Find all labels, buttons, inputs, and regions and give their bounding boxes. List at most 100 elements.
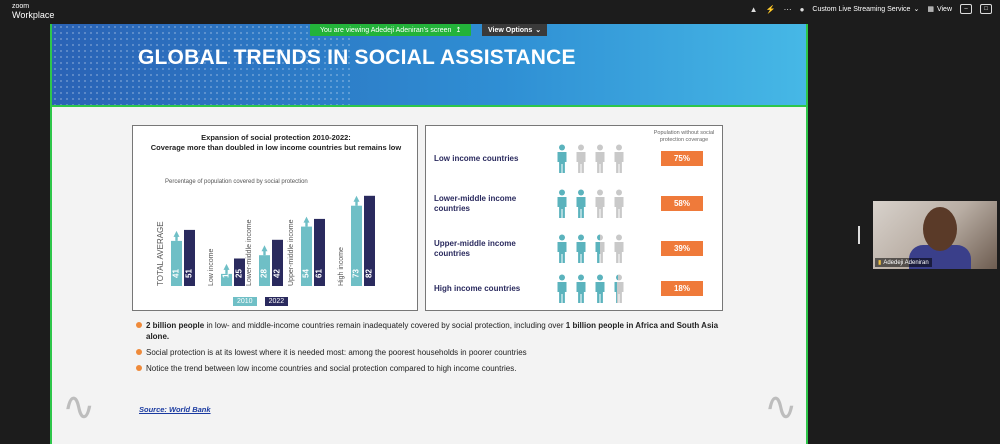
view-button[interactable]: ▦ View bbox=[927, 5, 952, 14]
bullet-1-text: in low- and middle-income countries rema… bbox=[204, 321, 566, 330]
swirl-decoration-right: ∿ bbox=[764, 385, 798, 429]
record-icon[interactable]: ● bbox=[799, 4, 805, 14]
restore-icon[interactable]: □ bbox=[980, 4, 992, 14]
up-arrow-icon bbox=[303, 216, 310, 227]
coverage-gap-badge: 58% bbox=[661, 196, 703, 211]
slide-banner: GLOBAL TRENDS IN SOCIAL ASSISTANCE bbox=[52, 24, 806, 105]
brand-top: zoom bbox=[12, 3, 30, 10]
source-link[interactable]: Source: World Bank bbox=[139, 405, 211, 414]
viewing-text: You are viewing Adedeji Adeniran's scree… bbox=[320, 26, 452, 34]
coverage-chart-panel: Expansion of social protection 2010-2022… bbox=[132, 125, 418, 311]
person-icon bbox=[594, 234, 606, 269]
people-icons bbox=[556, 274, 625, 309]
person-icon bbox=[594, 189, 606, 224]
coverage-gap-badge: 18% bbox=[661, 281, 703, 296]
top-bar: zoom Workplace ▲ ⚡ ⋯ ● Custom Live Strea… bbox=[0, 0, 1000, 22]
person-icon bbox=[556, 144, 568, 179]
bar-2022-3 bbox=[314, 218, 325, 286]
participant-name: Adedeji Adeniran bbox=[883, 259, 929, 266]
coverage-row-label: High income countries bbox=[434, 284, 521, 293]
coverage-row-label: Lower-middle income countries bbox=[434, 194, 517, 213]
participant-video[interactable]: ▮ Adedeji Adeniran bbox=[873, 201, 997, 269]
person-icon bbox=[613, 189, 625, 224]
brand-bottom: Workplace bbox=[12, 10, 55, 20]
bar-label-2010-4: 73 bbox=[352, 269, 361, 278]
legend-2010: 2010 bbox=[233, 297, 257, 306]
bar-2010-3 bbox=[301, 226, 312, 286]
bar-label-2010-0: 41 bbox=[172, 269, 181, 278]
view-options-button[interactable]: View Options ⌄ bbox=[482, 24, 548, 36]
world-map-pattern bbox=[52, 24, 352, 105]
person-icon bbox=[594, 144, 606, 179]
people-icons bbox=[556, 144, 625, 179]
bullet-2: Social protection is at its lowest where… bbox=[136, 347, 736, 358]
lightning-icon[interactable]: ⚡ bbox=[765, 4, 776, 14]
bar-2010-4 bbox=[351, 205, 362, 286]
top-right-controls: ▲ ⚡ ⋯ ● Custom Live Streaming Service ⌄ … bbox=[750, 4, 992, 14]
person-icon bbox=[575, 234, 587, 269]
bar-label-2010-3: 54 bbox=[302, 269, 311, 278]
participant-face bbox=[923, 207, 957, 251]
coverage-gap-badge: 75% bbox=[661, 151, 703, 166]
category-label-4: High income bbox=[338, 247, 345, 286]
live-streaming-label: Custom Live Streaming Service bbox=[812, 5, 911, 13]
person-icon bbox=[556, 189, 568, 224]
chart-legend: 2010 2022 bbox=[233, 297, 289, 306]
slide-title: GLOBAL TRENDS IN SOCIAL ASSISTANCE bbox=[138, 46, 576, 69]
up-arrow-icon bbox=[353, 195, 360, 206]
coverage-row-0: Low income countries 75% bbox=[434, 144, 724, 174]
legend-2022: 2022 bbox=[264, 297, 289, 306]
panel-resize-handle[interactable] bbox=[858, 226, 860, 244]
bar-2010-2 bbox=[259, 255, 270, 286]
coverage-row-1: Lower-middle income countries 58% bbox=[434, 189, 724, 219]
bar-2022-4 bbox=[364, 195, 375, 286]
up-arrow-icon bbox=[223, 263, 230, 274]
shared-screen: GLOBAL TRENDS IN SOCIAL ASSISTANCE Expan… bbox=[50, 24, 808, 444]
coverage-row-label: Low income countries bbox=[434, 154, 519, 163]
coverage-gap-badge: 39% bbox=[661, 241, 703, 256]
bullet-list: 2 billion people in low- and middle-inco… bbox=[136, 320, 736, 379]
more-icon[interactable]: ⋯ bbox=[783, 4, 792, 14]
up-arrow-icon bbox=[261, 245, 268, 256]
zoom-logo: zoom Workplace bbox=[12, 2, 54, 20]
bullet-3: Notice the trend between low income coun… bbox=[136, 363, 736, 374]
bar-label-2022-3: 61 bbox=[315, 269, 324, 278]
person-icon bbox=[594, 274, 606, 309]
people-icons bbox=[556, 234, 625, 269]
person-icon bbox=[556, 274, 568, 309]
view-options-label: View Options bbox=[488, 26, 533, 34]
bar-2022-1 bbox=[234, 258, 245, 286]
category-label-2: Lower-middle income bbox=[246, 219, 253, 286]
person-icon bbox=[613, 234, 625, 269]
bar-label-2022-2: 42 bbox=[273, 269, 282, 278]
coverage-row-2: Upper-middle income countries 39% bbox=[434, 234, 724, 264]
signal-icon: ▮ bbox=[878, 260, 882, 266]
bullet-2-text: Social protection is at its lowest where… bbox=[146, 348, 527, 357]
bullet-1-bold-b: 1 billion people in Africa and South Asi… bbox=[146, 321, 719, 341]
coverage-gap-panel: Population without social protection cov… bbox=[425, 125, 723, 311]
chart-title-line2: Coverage more than doubled in low income… bbox=[150, 143, 402, 152]
bar-2022-2 bbox=[272, 239, 283, 286]
bar-label-2022-1: 25 bbox=[235, 269, 244, 278]
chart-title-line1: Expansion of social protection 2010-2022… bbox=[201, 133, 351, 142]
bullet-1: 2 billion people in low- and middle-inco… bbox=[136, 320, 736, 342]
up-arrow-icon bbox=[173, 230, 180, 241]
person-icon bbox=[575, 274, 587, 309]
grid-icon: ▦ bbox=[927, 6, 934, 13]
person-icon bbox=[613, 144, 625, 179]
bar-2010-1 bbox=[221, 273, 232, 286]
viewing-banner: You are viewing Adedeji Adeniran's scree… bbox=[310, 24, 472, 36]
bar-label-2010-2: 28 bbox=[260, 269, 269, 278]
pin-icon: ↥ bbox=[455, 27, 462, 34]
chart-subtitle: Percentage of population covered by soci… bbox=[165, 179, 308, 185]
person-icon bbox=[556, 234, 568, 269]
chevron-down-icon: ⌄ bbox=[913, 6, 920, 13]
live-streaming-button[interactable]: Custom Live Streaming Service ⌄ bbox=[812, 5, 920, 14]
category-label-3: Upper-middle income bbox=[288, 219, 295, 286]
chevron-down-icon: ⌄ bbox=[535, 27, 542, 34]
coverage-row-label: Upper-middle income countries bbox=[434, 239, 516, 258]
coverage-gap-header: Population without social protection cov… bbox=[653, 130, 715, 143]
minimize-icon[interactable]: – bbox=[960, 4, 972, 14]
shield-icon[interactable]: ▲ bbox=[749, 4, 758, 14]
